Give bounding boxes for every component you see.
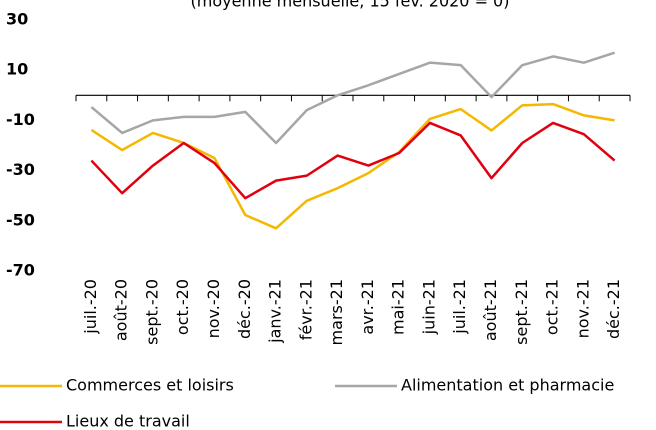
x-tick-label: juil.-20 [81,279,100,335]
series-line [90,102,615,230]
x-tick-label: oct.-21 [543,279,562,335]
x-tick-label: mars-21 [327,279,346,345]
x-tick-label: avr.-21 [358,279,377,335]
legend-label: Commerces et loisirs [66,376,234,395]
x-tick-label: juil.-21 [450,279,469,335]
x-tick-label: mai-21 [389,279,408,335]
chart-subtitle: (moyenne mensuelle, 15 fév. 2020 = 0) [191,0,510,11]
x-tick-label: déc.-20 [235,279,254,339]
x-tick-label: oct.-20 [173,279,192,335]
x-tick-label: déc.-21 [604,279,623,339]
x-tick-label: août-20 [112,279,131,341]
x-tick-label: nov.-20 [204,279,223,338]
series-line [90,51,615,145]
x-tick-label: sept.-20 [142,279,161,345]
y-tick-label: -50 [6,210,35,229]
x-tick-label: sept.-21 [512,279,531,345]
y-tick-label: -10 [6,110,35,129]
y-tick-label: -30 [6,160,35,179]
x-tick-label: nov.-21 [573,279,592,338]
y-tick-label: 30 [6,10,28,29]
legend-label: Alimentation et pharmacie [401,376,614,395]
y-tick-label: -70 [6,261,35,280]
x-tick-label: juin-21 [419,279,438,335]
legend-label: Lieux de travail [66,412,190,430]
series-line [90,121,616,200]
x-tick-label: janv.-21 [266,279,285,344]
x-tick-label: août-21 [481,279,500,341]
x-tick-label: févr.-21 [296,279,315,340]
y-tick-label: 10 [6,60,28,79]
